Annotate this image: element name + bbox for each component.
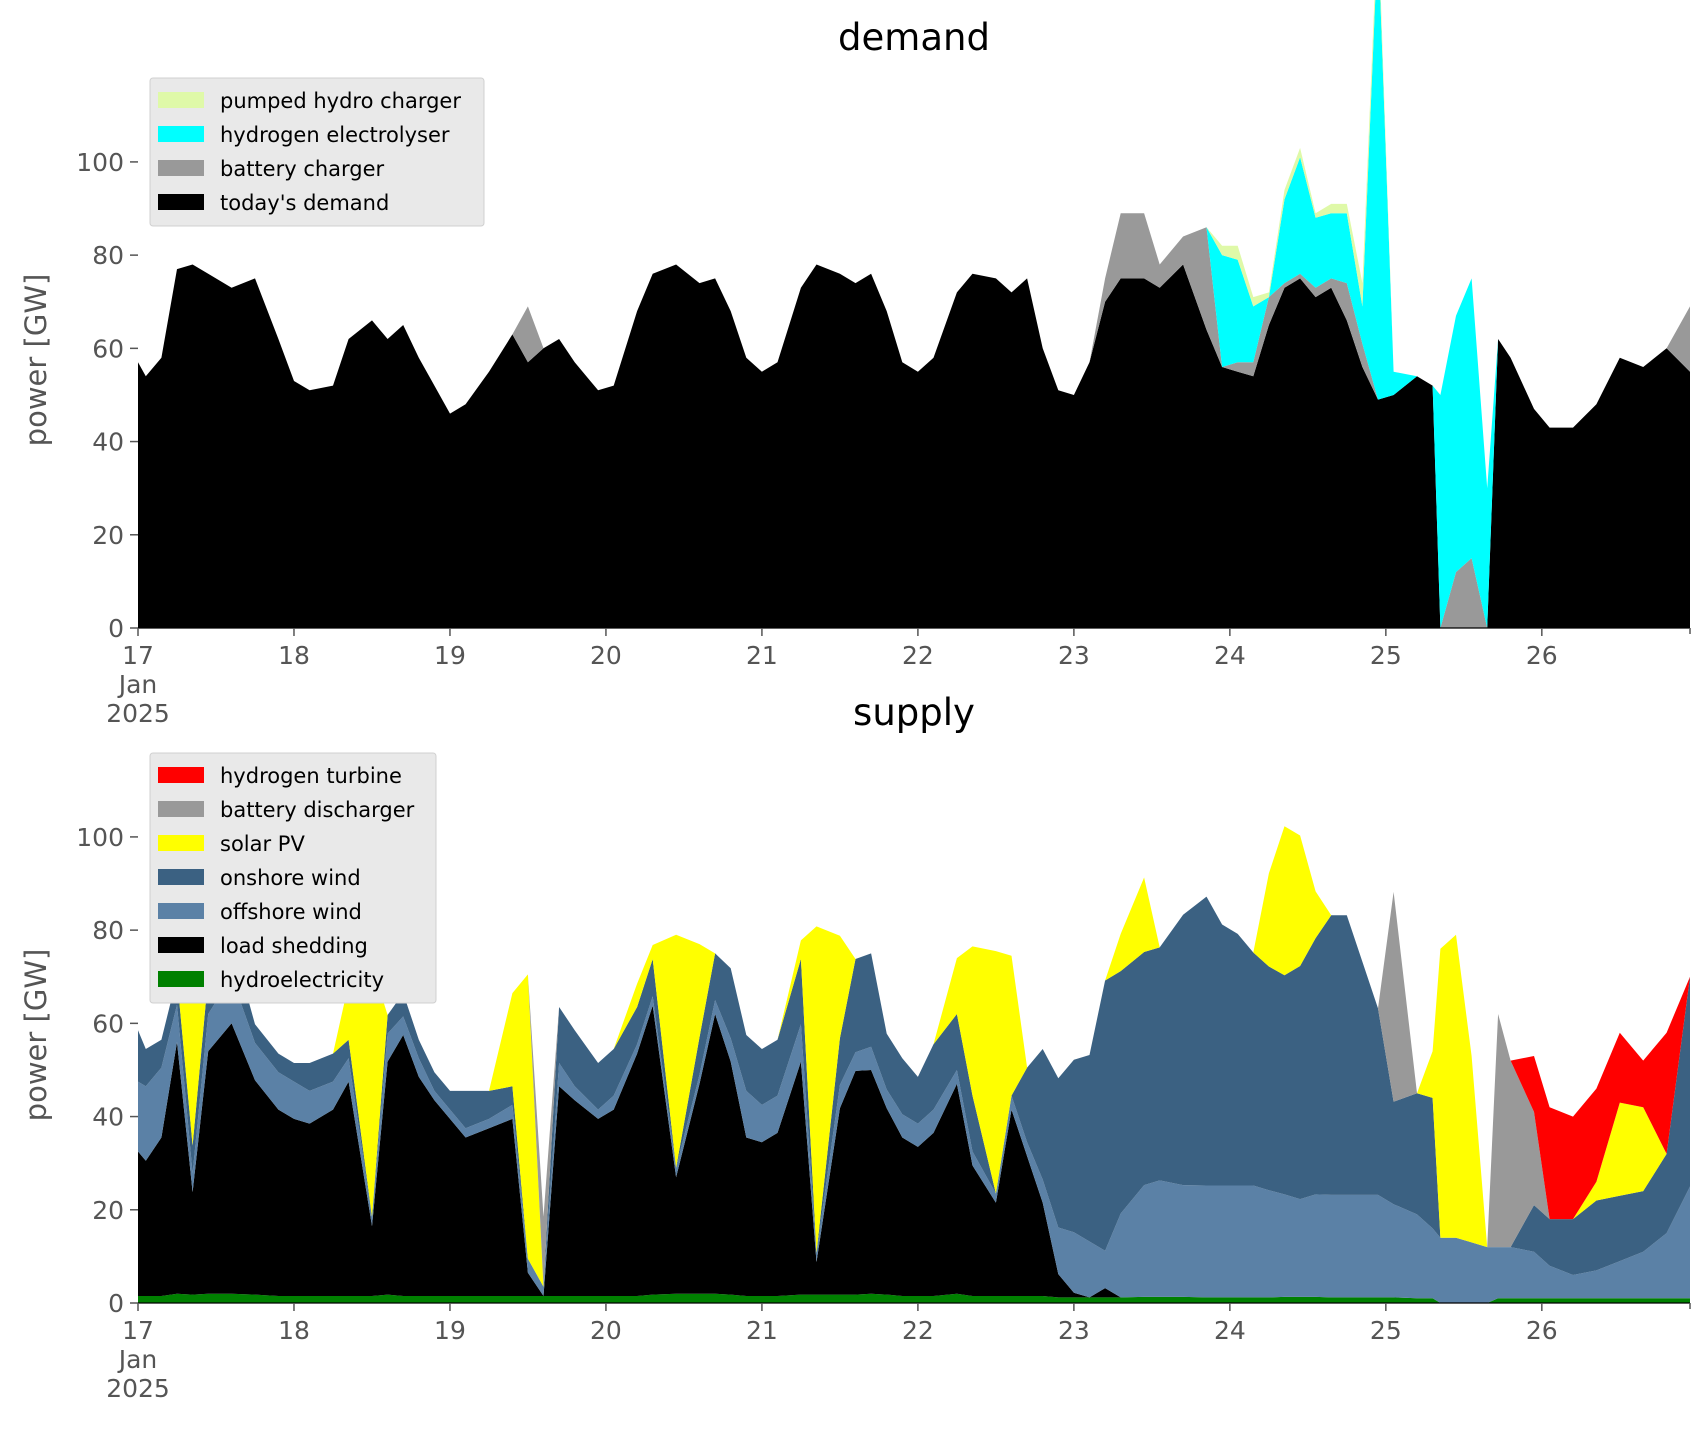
x-tick-label: 25 xyxy=(1370,1316,1402,1345)
legend-label: today's demand xyxy=(220,191,389,215)
y-tick-label: 20 xyxy=(92,521,124,550)
legend-label: pumped hydro charger xyxy=(220,89,461,113)
y-tick-label: 20 xyxy=(92,1196,124,1225)
legend: hydrogen turbine battery discharger solar … xyxy=(149,752,437,1004)
series-area-offshore-wind xyxy=(138,976,1690,1303)
y-tick-label: 60 xyxy=(92,1009,124,1038)
y-tick-label: 60 xyxy=(92,334,124,363)
series-area-hydroelectricity xyxy=(138,1293,1690,1303)
legend-label: hydroelectricity xyxy=(220,968,384,992)
y-axis-label: power [GW] xyxy=(19,274,53,447)
legend-swatch xyxy=(158,92,204,108)
legend-swatch xyxy=(158,971,204,987)
legend-swatch xyxy=(158,835,204,851)
y-tick-label: 80 xyxy=(92,916,124,945)
series-area-today-s-demand xyxy=(138,264,1690,628)
legend: pumped hydro charger hydrogen electrolyse… xyxy=(149,77,485,227)
chart-title: demand xyxy=(838,16,990,59)
y-tick-label: 40 xyxy=(92,428,124,457)
legend-label: battery discharger xyxy=(220,798,415,822)
legend-label: onshore wind xyxy=(220,866,361,890)
series-area-onshore-wind xyxy=(138,896,1690,1287)
y-tick-label: 100 xyxy=(76,823,124,852)
series-area-hydrogen-electrolyser xyxy=(138,0,1690,628)
legend-swatch xyxy=(158,767,204,783)
legend-box xyxy=(149,77,485,227)
series-area-solar-pv xyxy=(138,826,1690,1287)
x-tick-label: 18 xyxy=(278,1316,310,1345)
x-tick-label: 22 xyxy=(902,641,934,670)
x-tick-label: 17 Jan 2025 xyxy=(106,1316,170,1403)
x-tick-label: 19 xyxy=(434,1316,466,1345)
x-tick-label: 21 xyxy=(746,1316,778,1345)
y-tick-label: 0 xyxy=(108,1289,124,1318)
x-tick-label: 20 xyxy=(590,641,622,670)
legend-swatch xyxy=(158,869,204,885)
y-tick-label: 80 xyxy=(92,241,124,270)
legend-label: load shedding xyxy=(220,934,368,958)
x-tick-label: 17 Jan 2025 xyxy=(106,641,170,728)
x-tick-label: 19 xyxy=(434,641,466,670)
x-tick-label: 22 xyxy=(902,1316,934,1345)
y-tick-label: 0 xyxy=(108,614,124,643)
legend-swatch xyxy=(158,903,204,919)
y-axis-label: power [GW] xyxy=(19,949,53,1122)
x-tick-label: 24 xyxy=(1214,641,1246,670)
x-tick-label: 21 xyxy=(746,641,778,670)
x-tick-label: 26 xyxy=(1526,641,1558,670)
legend-label: offshore wind xyxy=(220,900,362,924)
legend-swatch xyxy=(158,194,204,210)
y-tick-label: 100 xyxy=(76,148,124,177)
series-area-load-shedding xyxy=(138,1005,1690,1303)
legend-swatch xyxy=(158,160,204,176)
x-tick-label: 25 xyxy=(1370,641,1402,670)
x-tick-label: 23 xyxy=(1058,641,1090,670)
x-tick-label: 23 xyxy=(1058,1316,1090,1345)
y-tick-label: 40 xyxy=(92,1103,124,1132)
chart-title: supply xyxy=(853,691,975,734)
demand-panel: 0 20 40 60 80 100 17 Jan 2025 18 19 20 21 22 23 24 25 26 d… xyxy=(19,0,1691,728)
legend-box xyxy=(149,752,437,1004)
supply-panel: 0 20 40 60 80 100 17 Jan 2025 18 19 20 21 22 23 24 25 26 s… xyxy=(19,691,1691,1403)
x-tick-label: 18 xyxy=(278,641,310,670)
x-tick-label: 24 xyxy=(1214,1316,1246,1345)
series-area-battery-charger xyxy=(138,213,1690,628)
legend-swatch xyxy=(158,937,204,953)
legend-label: solar PV xyxy=(220,832,305,856)
legend-label: battery charger xyxy=(220,157,385,181)
x-tick-label: 26 xyxy=(1526,1316,1558,1345)
legend-swatch xyxy=(158,126,204,142)
legend-label: hydrogen turbine xyxy=(220,764,402,788)
legend-swatch xyxy=(158,801,204,817)
legend-label: hydrogen electrolyser xyxy=(220,123,450,147)
x-tick-label: 20 xyxy=(590,1316,622,1345)
